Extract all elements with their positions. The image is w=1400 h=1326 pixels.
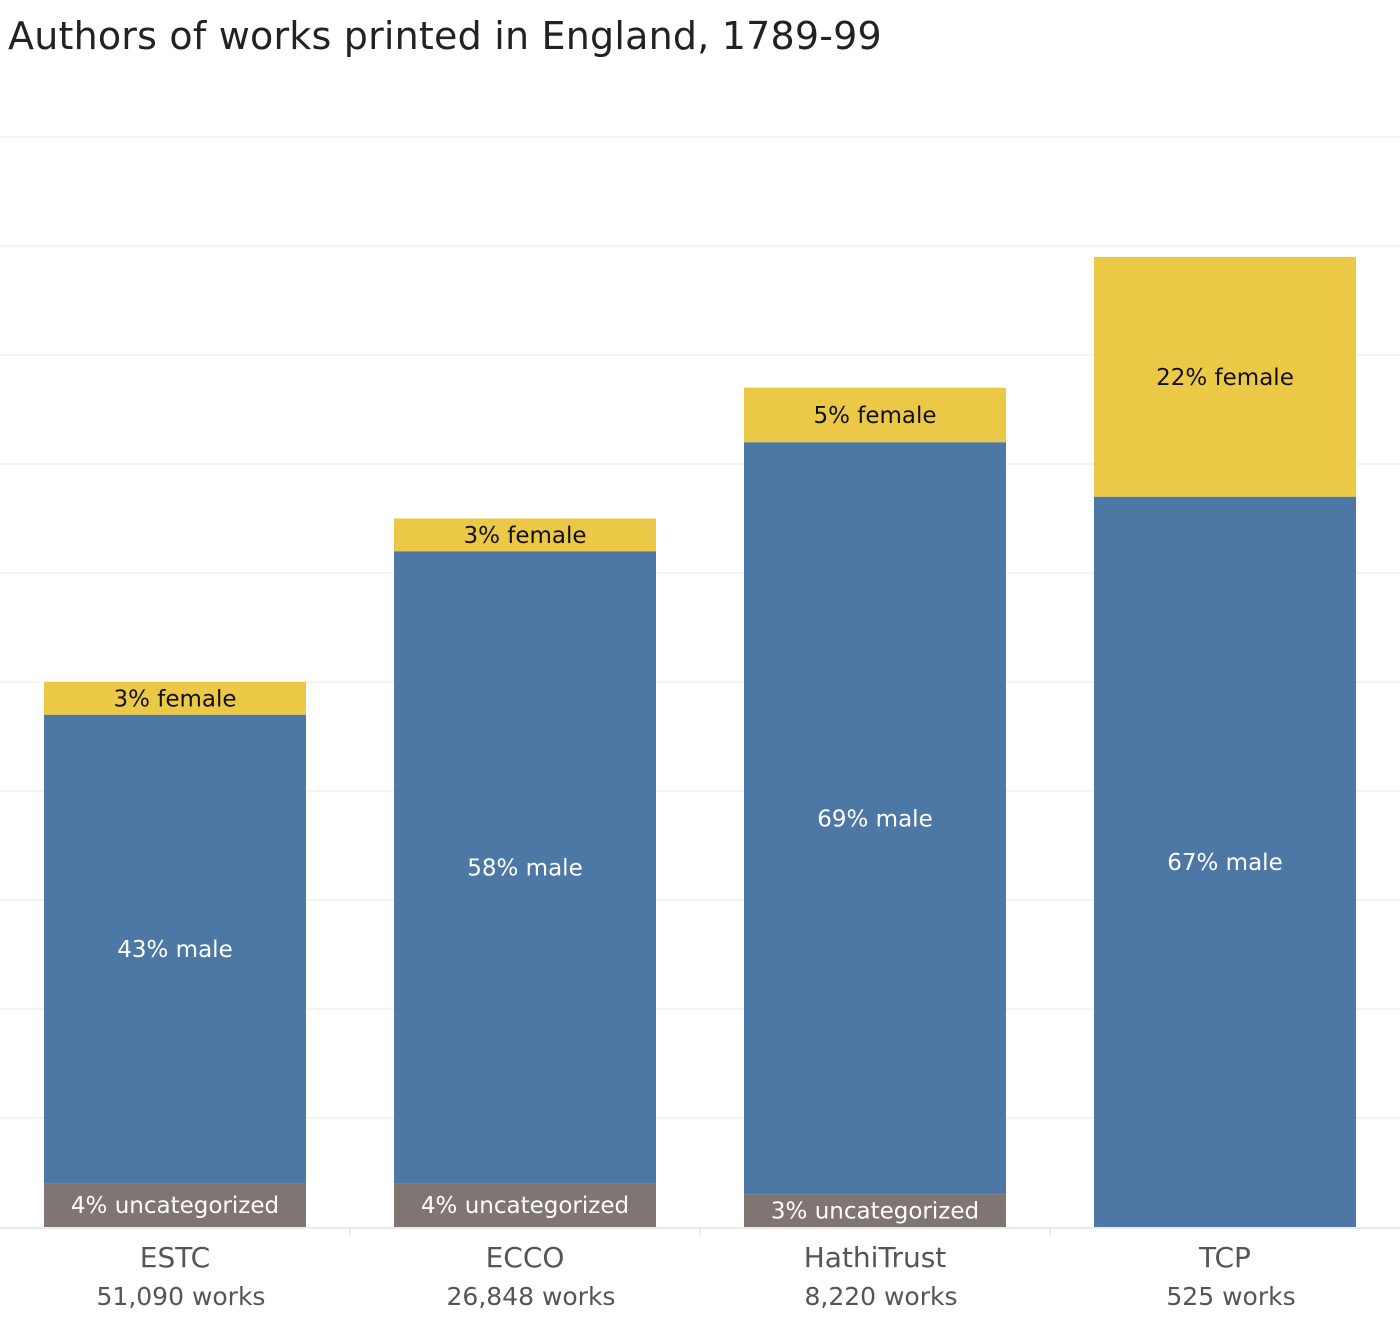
x-tick-label-ecco: ECCO bbox=[486, 1241, 565, 1274]
bar-segment-male-estc bbox=[44, 714, 306, 1184]
x-tick-label-estc: ESTC bbox=[140, 1241, 210, 1274]
bar-segment-uncategorized-estc bbox=[44, 1183, 306, 1227]
x-tick-sublabel-estc: 51,090 works bbox=[97, 1282, 266, 1311]
segment-labels: 4% uncategorized 43% male 3% female 4% unca… bbox=[71, 365, 1294, 1225]
bars bbox=[44, 256, 1356, 1227]
bar-segment-female-hathitrust bbox=[744, 387, 1006, 443]
data-label-uncategorized-ecco: 4% uncategorized bbox=[421, 1193, 629, 1219]
x-axis: ESTC 51,090 works ECCO 26,848 works HathiTru… bbox=[0, 1227, 1400, 1311]
data-label-female-tcp: 22% female bbox=[1156, 365, 1294, 391]
bar-segment-male-hathitrust bbox=[744, 442, 1006, 1195]
data-label-uncategorized-estc: 4% uncategorized bbox=[71, 1193, 279, 1219]
x-tick-label-tcp: TCP bbox=[1198, 1241, 1251, 1274]
bar-segment-female-ecco bbox=[394, 518, 656, 552]
bar-segment-male-tcp bbox=[1094, 496, 1356, 1227]
x-tick-sublabel-ecco: 26,848 works bbox=[447, 1282, 616, 1311]
bar-segment-uncategorized-ecco bbox=[394, 1183, 656, 1227]
data-label-female-ecco: 3% female bbox=[463, 523, 586, 549]
bar-segment-female-estc bbox=[44, 682, 306, 715]
data-label-male-ecco: 58% male bbox=[467, 855, 582, 881]
data-label-male-hathitrust: 69% male bbox=[817, 806, 932, 832]
bar-segment-female-tcp bbox=[1094, 256, 1356, 497]
data-label-uncategorized-hathitrust: 3% uncategorized bbox=[771, 1199, 979, 1225]
data-label-female-estc: 3% female bbox=[113, 686, 236, 712]
x-tick-sublabel-tcp: 525 works bbox=[1166, 1282, 1295, 1311]
x-tick-sublabel-hathitrust: 8,220 works bbox=[804, 1282, 957, 1311]
bar-segment-uncategorized-hathitrust bbox=[744, 1194, 1006, 1227]
data-label-male-estc: 43% male bbox=[117, 937, 232, 963]
bar-segment-male-ecco bbox=[394, 551, 656, 1184]
data-label-male-tcp: 67% male bbox=[1167, 850, 1282, 876]
chart-title: Authors of works printed in England, 178… bbox=[8, 14, 882, 58]
x-tick-label-hathitrust: HathiTrust bbox=[804, 1241, 947, 1274]
data-label-female-hathitrust: 5% female bbox=[813, 403, 936, 429]
